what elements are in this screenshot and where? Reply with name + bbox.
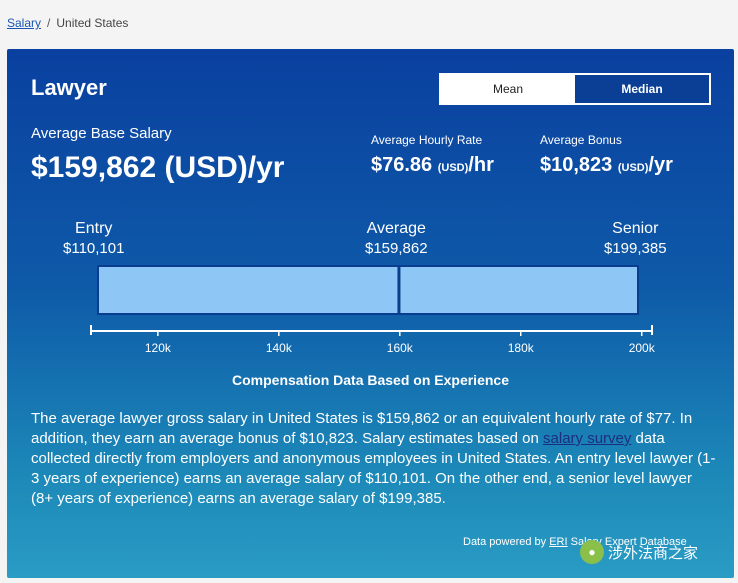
powered-prefix: Data powered by xyxy=(463,536,550,548)
bonus-label: Average Bonus xyxy=(540,133,622,147)
base-salary-value: $159,862 (USD)/yr xyxy=(31,151,285,184)
job-title: Lawyer xyxy=(31,75,107,100)
mean-button[interactable]: Mean xyxy=(441,75,575,103)
breadcrumb-separator: / xyxy=(47,16,51,30)
average-level: Average $159,862 xyxy=(365,220,428,257)
eri-link[interactable]: ERI xyxy=(549,536,568,548)
x-tick-label: 120k xyxy=(145,341,172,355)
bonus-amount: $10,823 xyxy=(540,154,613,176)
salary-card: Lawyer Mean Median Average Base Salary $… xyxy=(7,49,734,578)
wechat-icon: ● xyxy=(580,540,604,564)
entry-label: Entry xyxy=(75,220,113,237)
mean-median-toggle: Mean Median xyxy=(439,73,711,105)
entry-level: Entry $110,101 xyxy=(63,220,124,257)
entry-value: $110,101 xyxy=(63,240,125,257)
hourly-rate-value: $76.86 (USD)/hr xyxy=(371,154,494,177)
watermark-text: 涉外法商之家 xyxy=(608,544,699,562)
base-salary-label: Average Base Salary xyxy=(31,125,172,142)
x-tick-label: 140k xyxy=(266,341,293,355)
chart-caption: Compensation Data Based on Experience xyxy=(232,372,509,388)
x-tick-label: 180k xyxy=(508,341,535,355)
average-value: $159,862 xyxy=(365,240,428,257)
bonus-unit: (USD) xyxy=(617,162,649,174)
breadcrumb: Salary / United States xyxy=(7,16,128,30)
senior-value: $199,385 xyxy=(604,240,667,257)
description-part1: The average lawyer gross salary in Unite… xyxy=(31,410,693,447)
watermark: ● 涉外法商之家 xyxy=(580,540,698,564)
hourly-suffix: /hr xyxy=(468,154,494,176)
salary-range-bar xyxy=(97,265,639,315)
average-label: Average xyxy=(366,220,426,237)
hourly-unit: (USD) xyxy=(437,162,469,174)
salary-survey-link[interactable]: salary survey xyxy=(543,430,632,447)
x-tick-label: 200k xyxy=(629,341,656,355)
salary-description: The average lawyer gross salary in Unite… xyxy=(31,409,717,509)
senior-label: Senior xyxy=(612,220,659,237)
breadcrumb-current: United States xyxy=(56,16,129,30)
senior-level: Senior $199,385 xyxy=(604,220,667,257)
x-tick-label: 160k xyxy=(387,341,414,355)
salary-range-chart: 120k 140k 160k 180k 200k xyxy=(90,265,656,355)
description-part2: data collected directly from employers a… xyxy=(31,430,716,507)
breadcrumb-salary-link[interactable]: Salary xyxy=(7,16,42,30)
hourly-amount: $76.86 xyxy=(371,154,433,176)
bonus-suffix: /yr xyxy=(648,154,673,176)
median-button[interactable]: Median xyxy=(575,75,709,103)
bonus-value: $10,823 (USD)/yr xyxy=(540,154,673,177)
hourly-rate-label: Average Hourly Rate xyxy=(371,133,483,147)
